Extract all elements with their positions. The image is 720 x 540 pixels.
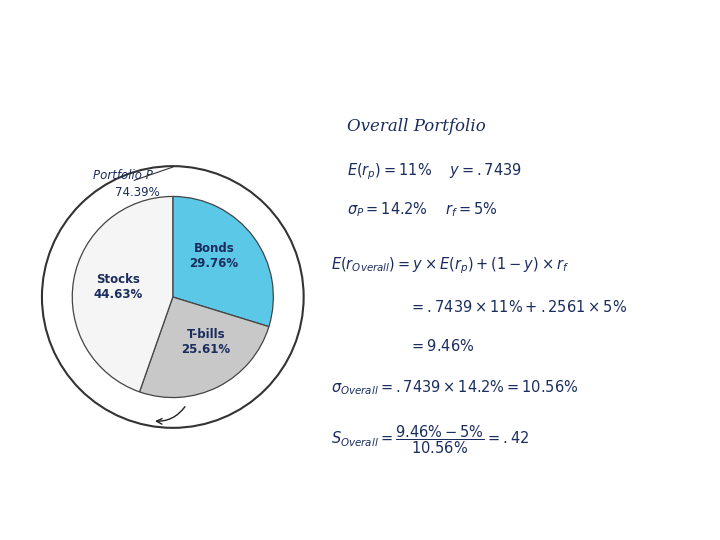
Wedge shape	[72, 197, 173, 392]
Text: Overall Portfolio: Overall Portfolio	[347, 118, 485, 134]
Text: $= 9.46\%$: $= 9.46\%$	[409, 339, 474, 354]
Text: $\sigma_P = 14.2\%$    $r_f = 5\%$: $\sigma_P = 14.2\%$ $r_f = 5\%$	[347, 200, 498, 219]
Text: $S_{Overall} = \dfrac{9.46\% - 5\%}{10.56\%} = .42$: $S_{Overall} = \dfrac{9.46\% - 5\%}{10.5…	[331, 423, 529, 456]
Text: Stocks
44.63%: Stocks 44.63%	[93, 273, 143, 301]
Wedge shape	[140, 297, 269, 397]
Text: $= .7439 \times 11\% + .2561 \times 5\%$: $= .7439 \times 11\% + .2561 \times 5\%$	[409, 299, 627, 315]
Text: Portfolio P: Portfolio P	[93, 169, 153, 183]
Text: 7-20: 7-20	[18, 510, 46, 524]
Text: $E(r_{Overall}) = y \times E(r_p) + (1 - y) \times r_f$: $E(r_{Overall}) = y \times E(r_p) + (1 -…	[331, 255, 570, 276]
Text: T-bills
25.61%: T-bills 25.61%	[181, 328, 230, 356]
Wedge shape	[173, 197, 274, 327]
Text: INVESTMENTS | BODIE, KANE, MARCUS: INVESTMENTS | BODIE, KANE, MARCUS	[194, 509, 526, 525]
Text: Bonds
29.76%: Bonds 29.76%	[189, 242, 239, 269]
Text: $E(r_p) = 11\%$    $y = .7439$: $E(r_p) = 11\%$ $y = .7439$	[347, 161, 522, 181]
Text: 74.39%: 74.39%	[115, 186, 160, 199]
Text: $\sigma_{Overall} = .7439 \times 14.2\% = 10.56\%$: $\sigma_{Overall} = .7439 \times 14.2\% …	[331, 378, 579, 396]
Text: Figure 7.9 The Proportions of the Optimal
Complete (Overall) Portfolio: Figure 7.9 The Proportions of the Optima…	[97, 23, 623, 73]
